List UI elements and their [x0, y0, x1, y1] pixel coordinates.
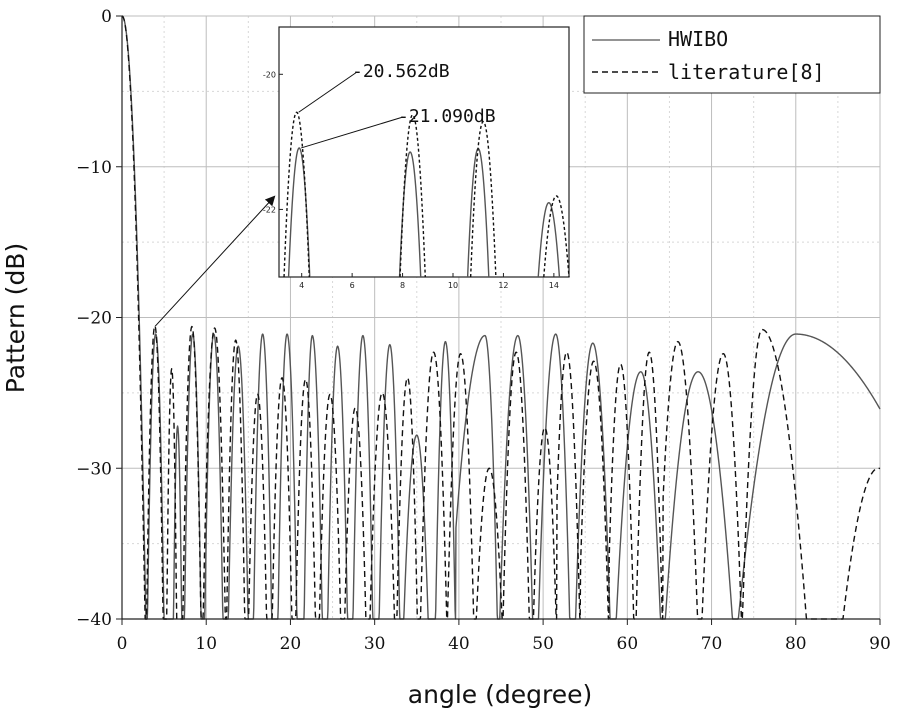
annotation-label: -21.090dB — [398, 106, 496, 127]
zoom-arrow — [154, 195, 276, 327]
inset-frame — [278, 26, 570, 278]
y-tick-label: 0 — [101, 7, 112, 27]
inset-y-tick-label: -22 — [263, 205, 276, 214]
legend-label-literature: literature[8] — [668, 60, 825, 84]
legend-box — [583, 15, 881, 94]
x-tick-label: 10 — [195, 634, 217, 654]
x-tick-label: 20 — [280, 634, 302, 654]
x-tick-label: 0 — [117, 634, 128, 654]
inset-x-tick-label: 6 — [350, 281, 355, 290]
y-tick-label: −10 — [76, 158, 112, 178]
annotation-label: -20.562dB — [352, 61, 450, 82]
x-tick-label: 70 — [701, 634, 723, 654]
tick-labels: 0 10 20 30 40 50 60 70 80 90 0 −10 −20 −30 −40 — [76, 7, 891, 654]
inset-line-hwibo — [287, 147, 561, 278]
y-tick-label: −20 — [76, 309, 112, 329]
y-tick-label: −40 — [76, 610, 112, 630]
x-axis-title: angle (degree) — [408, 680, 592, 709]
x-tick-label: 60 — [617, 634, 639, 654]
legend-label-hwibo: HWIBO — [668, 27, 728, 51]
x-tick-label: 90 — [869, 634, 891, 654]
inset-x-tick-label: 10 — [448, 281, 458, 290]
inset-zoom: 4 6 8 10 12 14 -20 -22 -20.562dB -21.090dB — [263, 26, 570, 290]
y-tick-label: −30 — [76, 459, 112, 479]
x-tick-label: 80 — [785, 634, 807, 654]
inset-line-literature — [283, 111, 570, 278]
inset-x-tick-label: 14 — [549, 281, 559, 290]
annotation-leader — [301, 116, 404, 149]
x-tick-label: 50 — [532, 634, 554, 654]
x-tick-label: 30 — [364, 634, 386, 654]
inset-x-tick-label: 4 — [299, 281, 304, 290]
legend: HWIBO literature[8] — [583, 15, 881, 94]
inset-x-tick-label: 12 — [498, 281, 508, 290]
y-axis-title: Pattern (dB) — [1, 243, 30, 393]
inset-x-tick-label: 8 — [400, 281, 405, 290]
x-tick-label: 40 — [448, 634, 470, 654]
annotation-leader — [298, 71, 358, 113]
inset-callout — [154, 195, 276, 327]
axes — [116, 15, 881, 625]
inset-y-tick-label: -20 — [263, 70, 276, 79]
